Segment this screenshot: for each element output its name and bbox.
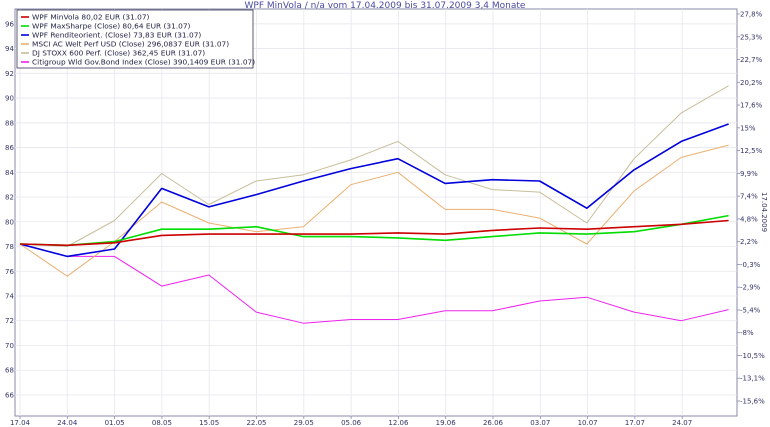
series-group xyxy=(19,85,729,324)
y-tick-label: 74 xyxy=(5,293,14,301)
y2-tick-label: -8% xyxy=(740,329,754,337)
series-line xyxy=(19,219,729,247)
x-tick-label: 17.04 xyxy=(10,419,31,427)
series-line xyxy=(19,85,729,247)
legend-label: WPF Renditeorient. (Close) 73,83 EUR (31… xyxy=(32,31,201,40)
y2-tick-label: 2,2% xyxy=(740,238,758,246)
y2-tick-label: 25,3% xyxy=(740,33,763,41)
right-axis: -15,6% -13,1% -10,5% -8% -5,4% -2,9% -0,3% 2,2%… xyxy=(737,11,765,406)
legend-label: WPF MaxSharpe (Close) 80,64 EUR (31.07) xyxy=(32,22,191,31)
x-tick-label: 15.05 xyxy=(199,419,219,427)
y-tick-label: 96 xyxy=(5,20,14,28)
x-tick-label: 22.05 xyxy=(246,419,266,427)
plot-area xyxy=(14,8,738,417)
y2-tick-label: 12,5% xyxy=(740,147,763,155)
y2-tick-label: -2,9% xyxy=(740,284,761,292)
legend-box xyxy=(16,9,254,69)
x-tick-label: 10.07 xyxy=(578,419,598,427)
x-tick-label: 03.07 xyxy=(530,419,550,427)
y-tick-label: 70 xyxy=(5,342,14,350)
y2-tick-label: 4,8% xyxy=(740,215,758,223)
y-tick-label: 72 xyxy=(5,317,14,325)
y2-tick-label: -5,4% xyxy=(740,306,761,314)
x-tick-label: 08.05 xyxy=(152,419,172,427)
y2-tick-label: -0,3% xyxy=(740,261,761,269)
x-tick-label: 19.06 xyxy=(436,419,457,427)
y2-tick-label: 20,2% xyxy=(740,79,763,87)
y-tick-label: 86 xyxy=(5,144,14,152)
x-tick-label: 24.07 xyxy=(672,419,692,427)
y2-tick-label: 27,8% xyxy=(740,11,763,19)
left-axis: 66 68 70 72 74 76 78 80 82 84 86 88 90 92 94 96 xyxy=(5,20,14,399)
x-tick-label: 05.06 xyxy=(341,419,362,427)
y2-tick-label: -15,6% xyxy=(740,398,765,406)
legend-label: DJ STOXX 600 Perf. (Close) 362,45 EUR (3… xyxy=(32,49,205,58)
series-line xyxy=(19,123,729,258)
legend-label: Citigroup Wld Gov.Bond Index (Close) 390… xyxy=(32,58,255,67)
x-tick-label: 01.05 xyxy=(105,419,125,427)
series-line xyxy=(19,243,729,324)
y2-tick-label: 9,9% xyxy=(740,170,758,178)
y-tick-label: 94 xyxy=(5,45,14,53)
y2-tick-label: -10,5% xyxy=(740,352,765,360)
y-tick-label: 68 xyxy=(5,367,14,375)
x-tick-label: 17.07 xyxy=(625,419,645,427)
x-axis: 17.04 24.04 01.05 08.05 15.05 22.05 29.05 05.06… xyxy=(10,416,692,427)
x-tick-label: 29.05 xyxy=(294,419,314,427)
chart-title: WPF MinVola / n/a vom 17.04.2009 bis 31.… xyxy=(245,1,526,11)
y2-tick-label: 15% xyxy=(740,124,756,132)
series-line xyxy=(19,214,729,247)
y-tick-label: 80 xyxy=(5,218,14,226)
y-tick-label: 82 xyxy=(5,194,14,202)
right-axis-title: 17.04.2009 xyxy=(760,192,768,232)
y-tick-label: 90 xyxy=(5,95,14,103)
x-tick-label: 26.06 xyxy=(483,419,504,427)
y-tick-label: 66 xyxy=(5,391,14,399)
x-tick-label: 12.06 xyxy=(388,419,409,427)
grid xyxy=(15,9,737,416)
series-line xyxy=(19,144,729,277)
legend-label: MSCI AC Welt Perf USD (Close) 296,0837 E… xyxy=(32,40,229,49)
y2-tick-label: 17,6% xyxy=(740,102,763,110)
y-tick-label: 88 xyxy=(5,119,14,127)
y2-tick-label: -13,1% xyxy=(740,375,765,383)
y-tick-label: 76 xyxy=(5,268,14,276)
y2-tick-label: 7,4% xyxy=(740,193,758,201)
y-tick-label: 84 xyxy=(5,169,14,177)
legend-label: WPF MinVola 80,02 EUR (31.07) xyxy=(32,13,150,22)
y-tick-label: 92 xyxy=(5,70,14,78)
x-tick-label: 24.04 xyxy=(57,419,78,427)
y2-tick-label: 22,7% xyxy=(740,56,763,64)
y-tick-label: 78 xyxy=(5,243,14,251)
legend: WPF MinVola 80,02 EUR (31.07)WPF MaxShar… xyxy=(16,9,255,69)
